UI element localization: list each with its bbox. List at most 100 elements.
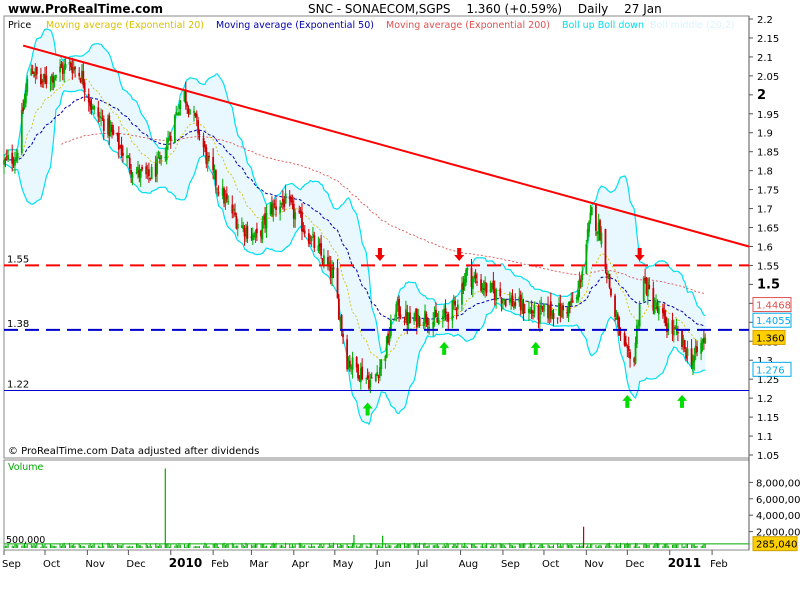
candle-body <box>116 132 119 136</box>
bollinger-lower <box>3 89 706 426</box>
candle-body <box>510 297 513 302</box>
symbol-name: SNC - SONAECOM,SGPS <box>308 2 451 16</box>
candle-body <box>195 113 198 118</box>
candle-body <box>619 332 622 334</box>
candle-body <box>655 302 657 306</box>
price-tick-label: 1.6 <box>757 242 773 253</box>
candle-body <box>106 118 109 135</box>
candle-body <box>183 91 186 102</box>
candle-body <box>626 346 629 348</box>
candle-body <box>406 312 409 326</box>
candle-body <box>518 296 521 303</box>
candle-body <box>570 298 573 307</box>
candle-body <box>560 306 563 318</box>
candle-body <box>387 333 390 343</box>
candle-body <box>167 138 169 143</box>
candle-body <box>370 377 373 379</box>
candle-body <box>291 201 294 203</box>
up-arrow <box>530 341 541 355</box>
price-tick-label: 1.8 <box>757 167 773 178</box>
candle-body <box>71 66 74 74</box>
down-arrow-shape <box>374 248 385 262</box>
candle-body <box>328 261 331 267</box>
candle-body <box>279 206 282 213</box>
up-arrow-shape <box>439 341 450 355</box>
time-tick-label: Dec <box>126 559 145 570</box>
candle-body <box>72 66 75 71</box>
candle-body <box>351 357 354 370</box>
candle-body <box>511 295 514 306</box>
volume-tick-label: 2,000,000 <box>756 528 800 539</box>
time-tick-label: Mar <box>249 559 269 570</box>
candle-body <box>130 169 133 175</box>
up-arrow <box>362 402 373 416</box>
candle-body <box>532 314 534 316</box>
candle-body <box>310 236 313 241</box>
candle-body <box>16 152 19 159</box>
candle-body <box>607 274 610 276</box>
candle-body <box>101 118 104 119</box>
candle-body <box>500 299 503 304</box>
candle-body <box>376 372 379 376</box>
candle-body <box>600 232 603 245</box>
legend: Price Moving average (Exponential 20) Mo… <box>8 20 735 31</box>
candle-body <box>466 268 469 271</box>
candle-body <box>141 166 143 170</box>
price-tick-label: 1.1 <box>757 432 773 443</box>
site-url[interactable]: www.ProRealTime.com <box>8 2 163 16</box>
candle-body <box>55 74 57 79</box>
candle-body <box>484 281 487 291</box>
up-arrow-shape <box>530 341 541 355</box>
candle-body <box>502 299 504 301</box>
candle-body <box>79 78 82 83</box>
candle-body <box>184 89 187 104</box>
candle-body <box>414 311 417 320</box>
candle-body <box>178 112 180 116</box>
volume-tick-label: 4,000,000 <box>756 511 800 522</box>
candle-body <box>331 268 333 279</box>
candle-body <box>40 74 42 85</box>
candle-body <box>548 304 551 320</box>
candle-body <box>476 281 478 283</box>
candle-body <box>145 166 148 175</box>
volume-panel-frame <box>3 459 750 551</box>
price-tag-label: 1.360 <box>756 333 785 344</box>
legend-bollinger: Boll up Boll down <box>562 20 644 31</box>
candle-body <box>122 152 124 156</box>
candle-body <box>59 66 61 73</box>
candle-body <box>682 338 685 346</box>
candle-body <box>336 267 339 299</box>
candle-body <box>4 158 7 160</box>
candle-body <box>455 309 458 311</box>
candle-body <box>78 72 81 76</box>
candle-body <box>317 245 320 251</box>
price-tag-box <box>752 361 792 377</box>
price-tick-label: 1.55 <box>757 261 779 272</box>
time-tick-label: Feb <box>211 559 229 570</box>
candle-body <box>594 204 597 231</box>
time-tick-label: Dec <box>625 559 644 570</box>
candle-body <box>292 203 295 219</box>
candle-body <box>338 298 340 320</box>
candle-body <box>154 163 157 177</box>
candle-body <box>451 300 454 321</box>
candle-body <box>250 236 253 238</box>
ema20-line <box>3 75 706 361</box>
candle-body <box>100 117 102 119</box>
candle-body <box>14 160 16 166</box>
time-tick-label: Nov <box>584 559 604 570</box>
candle-body <box>358 375 361 379</box>
time-tick-label: 2010 <box>169 556 202 570</box>
candle-body <box>234 212 236 216</box>
candle-body <box>696 346 698 352</box>
candle-body <box>204 144 206 148</box>
candle-body <box>240 225 243 228</box>
candle-body <box>350 367 353 369</box>
candle-body <box>482 288 485 290</box>
candle-body <box>321 258 324 264</box>
candle-body <box>394 319 396 321</box>
candle-body <box>348 360 351 368</box>
candle-body <box>415 309 418 328</box>
volume-title: Volume <box>8 462 43 473</box>
